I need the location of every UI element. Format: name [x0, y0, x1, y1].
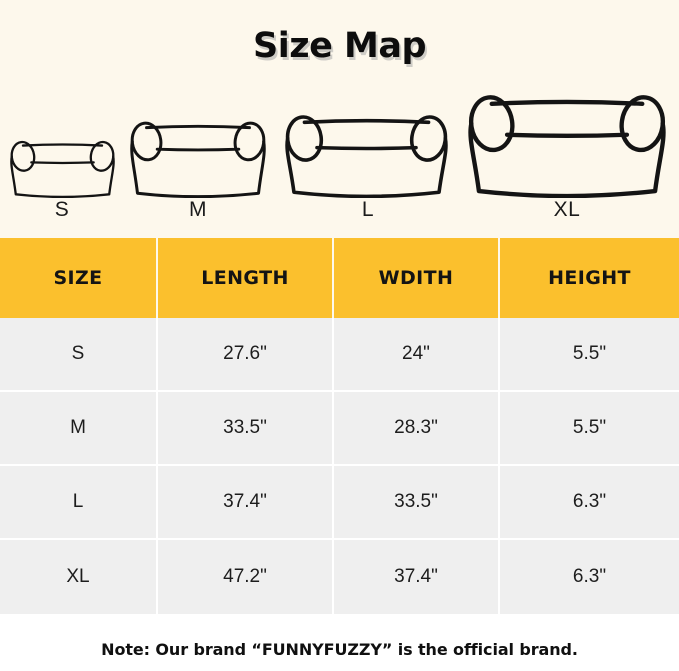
bed-illustrations [0, 78, 679, 198]
cell-size: S [0, 318, 158, 392]
bed-size-label-m: M [189, 198, 207, 221]
bed-size-labels: S M L XL [0, 198, 679, 234]
hero-section: Size Map S M L XL [0, 0, 679, 238]
cell-width: 37.4" [334, 540, 500, 614]
cell-size: XL [0, 540, 158, 614]
cell-height: 5.5" [500, 318, 679, 392]
column-header-height: HEIGHT [548, 267, 631, 289]
table-row: L 37.4" 33.5" 6.3" [0, 466, 679, 540]
pet-bed-icon [468, 90, 666, 198]
pet-bed-icon [130, 118, 266, 198]
brand-note: Note: Our brand “FUNNYFUZZY” is the offi… [101, 640, 578, 659]
table-header-row: SIZE LENGTH WDITH HEIGHT [0, 238, 679, 318]
cell-length: 47.2" [158, 540, 334, 614]
cell-width: 28.3" [334, 392, 500, 466]
cell-height: 6.3" [500, 466, 679, 540]
column-header-size: SIZE [0, 238, 158, 318]
cell-height: 6.3" [572, 566, 607, 587]
cell-length: 27.6" [158, 318, 334, 392]
column-header-width: WDITH [334, 238, 500, 318]
cell-length: 33.5" [158, 392, 334, 466]
bed-size-label-xl: XL [553, 198, 581, 221]
size-table: SIZE LENGTH WDITH HEIGHT S 27.6" 24" 5.5… [0, 238, 679, 614]
table-row: S 27.6" 24" 5.5" [0, 318, 679, 392]
cell-length: 37.4" [158, 466, 334, 540]
pet-bed-icon [10, 138, 115, 198]
bed-size-label-l: L [361, 198, 375, 221]
cell-width: 33.5" [334, 466, 500, 540]
cell-size: L [0, 466, 158, 540]
pet-bed-icon [285, 111, 448, 198]
column-header-length: LENGTH [158, 238, 334, 318]
cell-height: 5.5" [500, 392, 679, 466]
cell-size: M [0, 392, 158, 466]
cell-width: 24" [334, 318, 500, 392]
table-row: M 33.5" 28.3" 5.5" [0, 392, 679, 466]
bed-size-label-s: S [54, 198, 70, 221]
page-title: Size Map [253, 26, 427, 66]
table-row: XL 47.2" 37.4" 6.3" [0, 540, 679, 614]
